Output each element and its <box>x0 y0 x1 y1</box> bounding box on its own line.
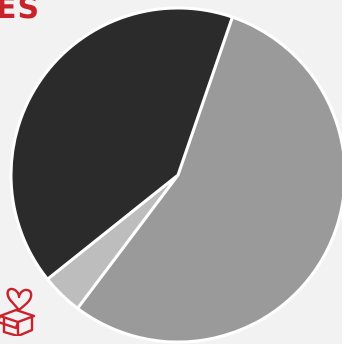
heart-gift-box-icon <box>0 287 36 336</box>
chart-title-fragment: ES <box>0 0 41 26</box>
pie-slices <box>9 6 342 344</box>
pie-slice-3 <box>9 6 234 281</box>
pie-slice-1 <box>75 15 342 344</box>
